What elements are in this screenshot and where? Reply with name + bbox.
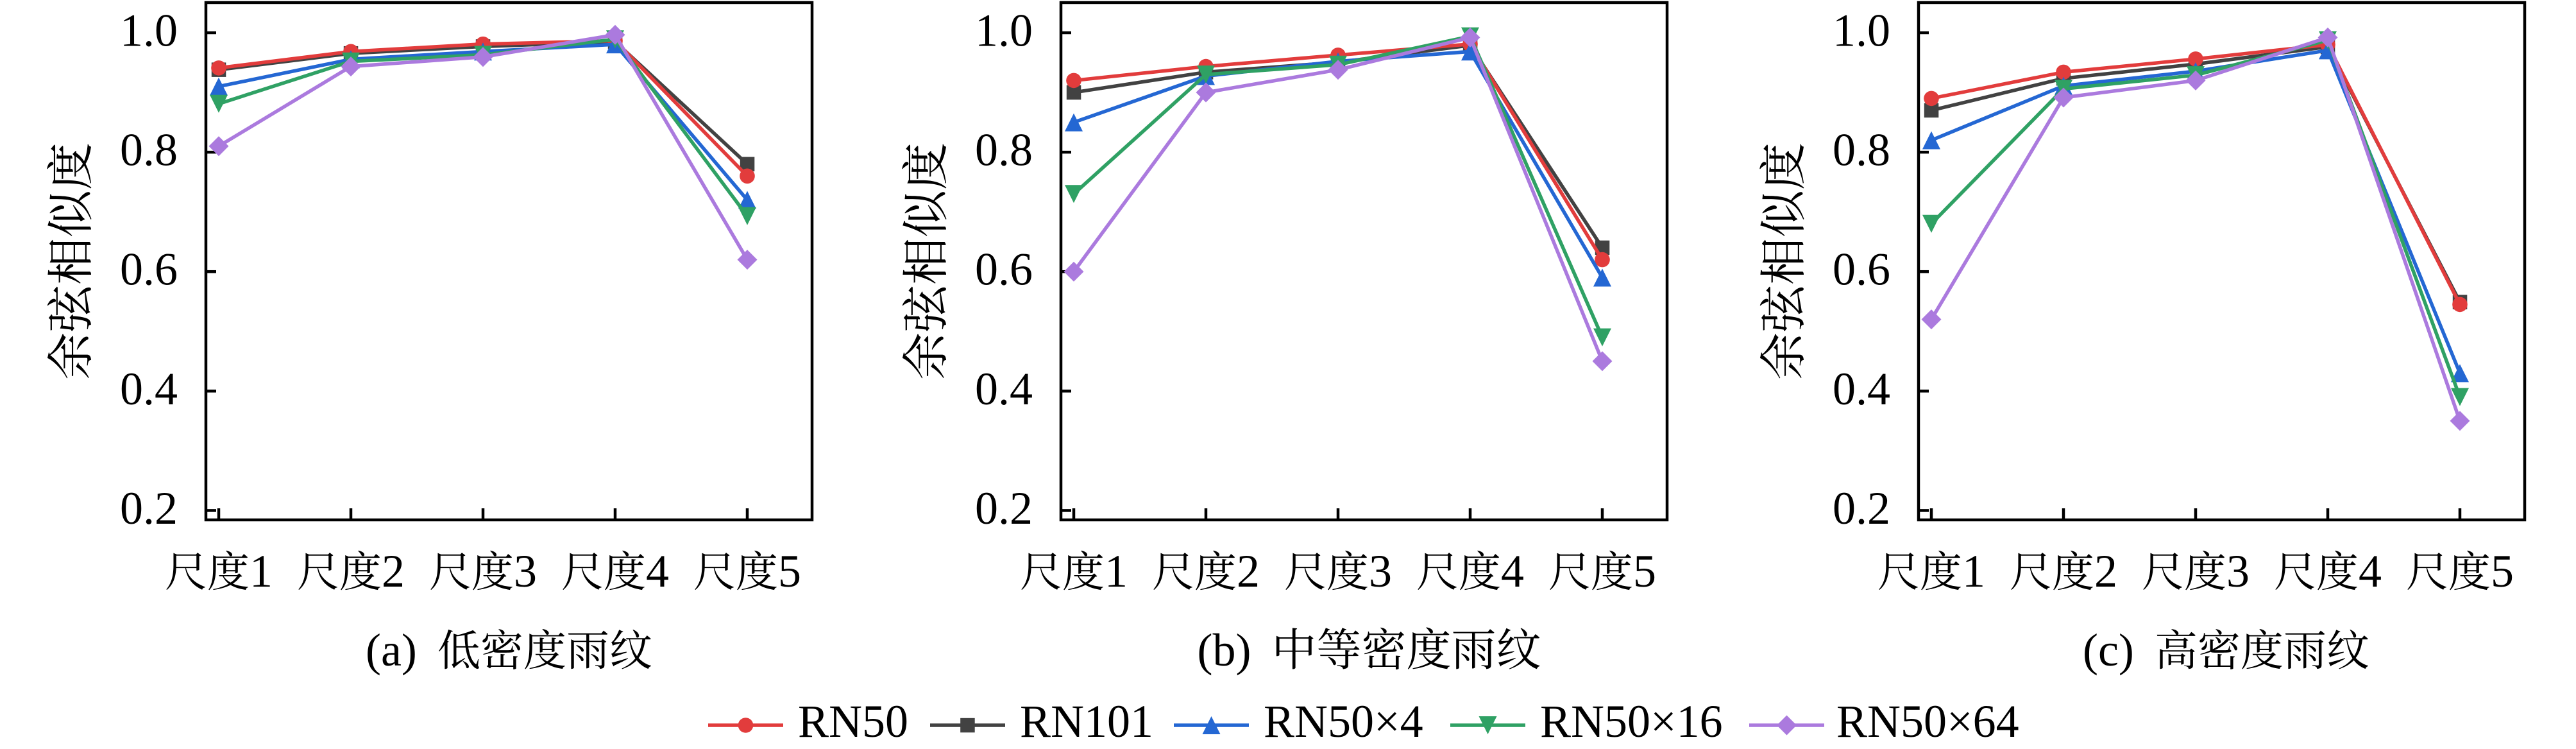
svg-text:3: 3 bbox=[514, 546, 537, 597]
svg-text:2: 2 bbox=[382, 546, 405, 597]
svg-text:2: 2 bbox=[2094, 546, 2117, 597]
svg-text:1: 1 bbox=[1962, 546, 1985, 597]
svg-text:1.0: 1.0 bbox=[120, 5, 178, 56]
svg-text:1.0: 1.0 bbox=[1833, 5, 1890, 56]
svg-text:RN101: RN101 bbox=[1020, 696, 1153, 747]
svg-text:3: 3 bbox=[1369, 546, 1392, 597]
svg-text:(c): (c) bbox=[2083, 624, 2134, 676]
svg-text:4: 4 bbox=[1501, 546, 1524, 597]
svg-text:4: 4 bbox=[2359, 546, 2382, 597]
svg-text:RN50×4: RN50×4 bbox=[1264, 696, 1423, 747]
svg-text:RN50×16: RN50×16 bbox=[1540, 696, 1723, 747]
svg-text:0.2: 0.2 bbox=[120, 483, 178, 534]
svg-text:0.6: 0.6 bbox=[975, 244, 1033, 295]
svg-text:(b): (b) bbox=[1198, 624, 1251, 676]
svg-text:1: 1 bbox=[250, 546, 273, 597]
svg-text:0.4: 0.4 bbox=[1833, 363, 1890, 415]
svg-text:RN50×64: RN50×64 bbox=[1836, 696, 2019, 747]
svg-text:2: 2 bbox=[1237, 546, 1260, 597]
svg-text:0.2: 0.2 bbox=[975, 483, 1033, 534]
svg-text:0.2: 0.2 bbox=[1833, 483, 1890, 534]
svg-text:1.0: 1.0 bbox=[975, 5, 1033, 56]
svg-text:5: 5 bbox=[778, 546, 801, 597]
svg-text:0.8: 0.8 bbox=[1833, 125, 1890, 176]
svg-text:0.4: 0.4 bbox=[120, 363, 178, 415]
svg-text:5: 5 bbox=[2491, 546, 2514, 597]
svg-text:RN50: RN50 bbox=[798, 696, 908, 747]
svg-text:0.8: 0.8 bbox=[120, 125, 178, 176]
svg-text:(a): (a) bbox=[366, 624, 417, 676]
svg-text:0.8: 0.8 bbox=[975, 125, 1033, 176]
svg-text:0.6: 0.6 bbox=[1833, 244, 1890, 295]
svg-text:5: 5 bbox=[1633, 546, 1656, 597]
svg-text:3: 3 bbox=[2226, 546, 2250, 597]
svg-text:0.6: 0.6 bbox=[120, 244, 178, 295]
svg-text:4: 4 bbox=[646, 546, 669, 597]
svg-text:0.4: 0.4 bbox=[975, 363, 1033, 415]
svg-text:1: 1 bbox=[1105, 546, 1128, 597]
